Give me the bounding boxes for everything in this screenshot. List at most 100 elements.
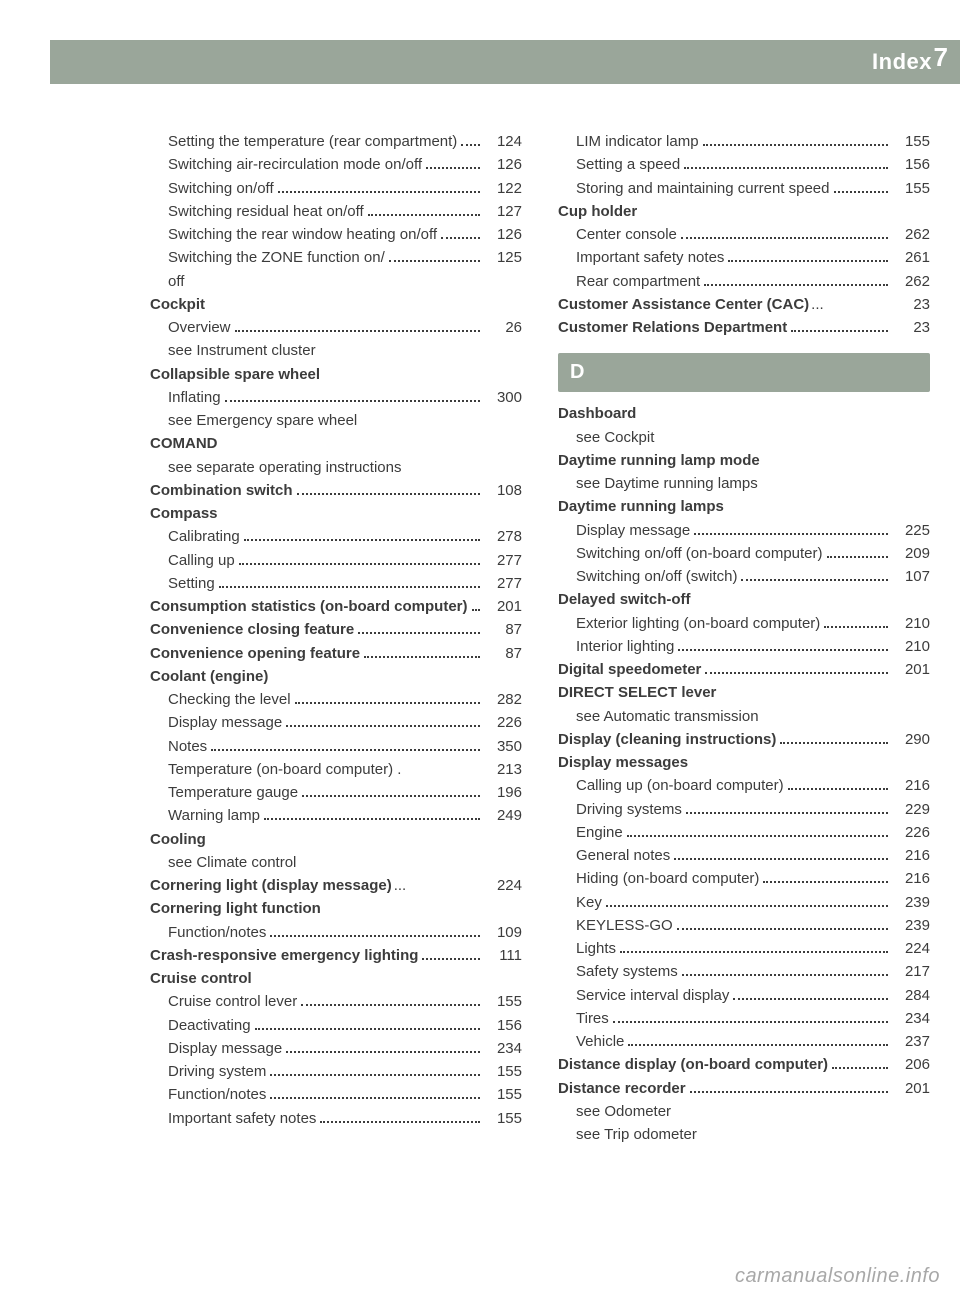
entry-label: Tires xyxy=(576,1007,609,1030)
entry-label: see Climate control xyxy=(168,851,296,874)
entry-dots xyxy=(834,179,889,193)
entry-page: 237 xyxy=(892,1030,930,1053)
index-entry: Display message234 xyxy=(150,1037,522,1060)
index-entry: Important safety notes261 xyxy=(558,246,930,269)
entry-page: 107 xyxy=(892,565,930,588)
entry-label: Notes xyxy=(168,735,207,758)
index-entry: Setting a speed156 xyxy=(558,153,930,176)
index-entry: Distance recorder201 xyxy=(558,1077,930,1100)
index-entry: Function/notes109 xyxy=(150,921,522,944)
index-entry: Cockpit xyxy=(150,293,522,316)
index-entry: Dashboard xyxy=(558,402,930,425)
index-entry: Exterior lighting (on-board computer)210 xyxy=(558,612,930,635)
entry-label: Temperature gauge xyxy=(168,781,298,804)
entry-page: 216 xyxy=(892,867,930,890)
index-entry: Customer Assistance Center (CAC) ...23 xyxy=(558,293,930,316)
index-entry: General notes216 xyxy=(558,844,930,867)
entry-page: 224 xyxy=(892,937,930,960)
entry-label: Compass xyxy=(150,502,218,525)
entry-label: Setting a speed xyxy=(576,153,680,176)
entry-label: Switching on/off (switch) xyxy=(576,565,737,588)
entry-label: Key xyxy=(576,891,602,914)
index-entry: Vehicle237 xyxy=(558,1030,930,1053)
entry-dots xyxy=(704,272,888,286)
entry-label: Dashboard xyxy=(558,402,636,425)
index-entry: DIRECT SELECT lever xyxy=(558,681,930,704)
entry-label: Calling up (on-board computer) xyxy=(576,774,784,797)
index-entry: Service interval display284 xyxy=(558,984,930,1007)
entry-label: Daytime running lamp mode xyxy=(558,449,760,472)
entry-page: 217 xyxy=(892,960,930,983)
index-entry: Notes350 xyxy=(150,735,522,758)
entry-dots xyxy=(681,226,888,240)
entry-dots xyxy=(297,481,481,495)
entry-page: 226 xyxy=(892,821,930,844)
index-entry: Digital speedometer201 xyxy=(558,658,930,681)
entry-page: 216 xyxy=(892,844,930,867)
entry-page: 156 xyxy=(484,1014,522,1037)
entry-dots xyxy=(278,179,480,193)
entry-dots xyxy=(606,893,888,907)
entry-label: Cup holder xyxy=(558,200,637,223)
entry-dots xyxy=(690,1079,888,1093)
entry-dots xyxy=(320,1109,480,1123)
entry-dots xyxy=(364,644,480,658)
index-entry: Switching on/off (on-board computer)209 xyxy=(558,542,930,565)
index-entry: Engine226 xyxy=(558,821,930,844)
index-right-column: LIM indicator lamp155Setting a speed156S… xyxy=(558,130,930,1146)
entry-label: KEYLESS-GO xyxy=(576,914,673,937)
entry-label: Switching the ZONE function on/ off xyxy=(168,246,385,293)
entry-dots xyxy=(255,1016,480,1030)
entry-dots xyxy=(426,156,480,170)
index-entry: Combination switch108 xyxy=(150,479,522,502)
entry-label: Storing and maintaining current speed xyxy=(576,177,830,200)
entry-dots xyxy=(627,823,888,837)
entry-label: Hiding (on-board computer) xyxy=(576,867,759,890)
index-entry: Switching on/off122 xyxy=(150,177,522,200)
index-entry: see Daytime running lamps xyxy=(558,472,930,495)
index-entry: Rear compartment262 xyxy=(558,270,930,293)
index-entry: Display message225 xyxy=(558,519,930,542)
entry-label: Display message xyxy=(576,519,690,542)
entry-page: 122 xyxy=(484,177,522,200)
entry-page: 249 xyxy=(484,804,522,827)
entry-dots xyxy=(682,963,888,977)
index-entry: Deactivating 156 xyxy=(150,1014,522,1037)
index-entry: Switching on/off (switch) 107 xyxy=(558,565,930,588)
entry-dots xyxy=(613,1009,888,1023)
entry-dots xyxy=(264,807,480,821)
entry-page: 111 xyxy=(484,944,522,967)
entry-dots xyxy=(270,1063,480,1077)
entry-dots xyxy=(211,737,480,751)
entry-label: Digital speedometer xyxy=(558,658,701,681)
entry-label: Cooling xyxy=(150,828,206,851)
entry-label: see Emergency spare wheel xyxy=(168,409,357,432)
entry-label: Function/notes xyxy=(168,921,266,944)
entry-label: Center console xyxy=(576,223,677,246)
entry-label: Display messages xyxy=(558,751,688,774)
entry-label: Distance display (on-board computer) xyxy=(558,1053,828,1076)
entry-dots xyxy=(286,714,480,728)
entry-label: Deactivating xyxy=(168,1014,251,1037)
index-entry: Cooling xyxy=(150,828,522,851)
entry-label: Combination switch xyxy=(150,479,293,502)
entry-dots xyxy=(235,319,480,333)
entry-page: 226 xyxy=(484,711,522,734)
index-entry: Cruise control xyxy=(150,967,522,990)
entry-label: Convenience opening feature xyxy=(150,642,360,665)
entry-page: 282 xyxy=(484,688,522,711)
entry-dots xyxy=(728,249,888,263)
entry-label: Delayed switch-off xyxy=(558,588,691,611)
entry-page: 201 xyxy=(484,595,522,618)
entry-page: 125 xyxy=(484,246,522,269)
header-band: Index 7 xyxy=(50,40,960,84)
entry-dots xyxy=(694,521,888,535)
entry-label: Switching the rear window heating on/off xyxy=(168,223,437,246)
index-entry: Distance display (on-board computer)206 xyxy=(558,1053,930,1076)
entry-dots xyxy=(472,598,480,612)
entry-dots xyxy=(678,637,888,651)
entry-label: see Automatic transmission xyxy=(576,705,759,728)
entry-dots xyxy=(824,614,888,628)
index-entry: Driving systems229 xyxy=(558,798,930,821)
page-number: 7 xyxy=(934,42,948,73)
